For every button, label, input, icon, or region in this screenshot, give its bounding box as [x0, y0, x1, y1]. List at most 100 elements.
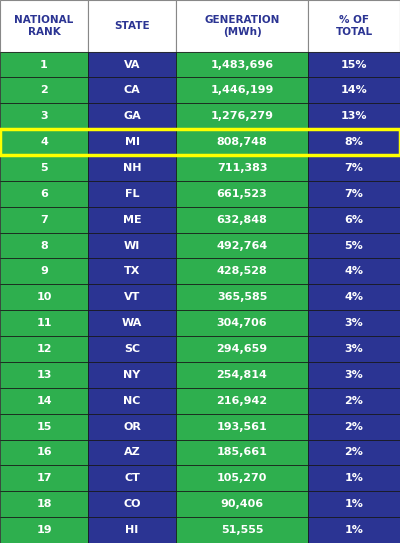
Text: 13: 13	[36, 370, 52, 380]
Bar	[0, 414, 88, 439]
Text: 13%: 13%	[341, 111, 367, 121]
Bar	[88, 439, 176, 465]
Bar	[88, 465, 176, 491]
Text: 2: 2	[40, 85, 48, 96]
Text: 632,848: 632,848	[216, 214, 268, 225]
Bar	[88, 388, 176, 414]
Bar	[88, 414, 176, 439]
Bar	[88, 78, 176, 103]
Bar	[0, 465, 88, 491]
Bar	[88, 258, 176, 285]
Text: ME: ME	[123, 214, 141, 225]
Text: 17: 17	[36, 473, 52, 483]
Text: 1: 1	[40, 60, 48, 70]
Bar	[176, 78, 308, 103]
Bar	[0, 336, 88, 362]
Bar	[0, 232, 88, 258]
Bar	[88, 0, 176, 52]
Text: 4: 4	[40, 137, 48, 147]
Bar	[0, 491, 88, 517]
Text: 6: 6	[40, 189, 48, 199]
Bar	[176, 310, 308, 336]
Bar	[88, 517, 176, 543]
Bar	[308, 181, 400, 207]
Text: WI: WI	[124, 241, 140, 250]
Bar	[0, 388, 88, 414]
Text: 18: 18	[36, 499, 52, 509]
Bar	[176, 52, 308, 78]
Text: 6%: 6%	[344, 214, 364, 225]
Text: TX: TX	[124, 267, 140, 276]
Text: AZ: AZ	[124, 447, 140, 457]
Bar	[0, 439, 88, 465]
Bar	[308, 439, 400, 465]
Text: 1%: 1%	[344, 525, 364, 535]
Bar	[176, 285, 308, 310]
Bar	[176, 232, 308, 258]
Bar	[308, 207, 400, 232]
Bar	[176, 258, 308, 285]
Bar	[308, 414, 400, 439]
Text: 2%: 2%	[344, 447, 364, 457]
Bar	[308, 129, 400, 155]
Text: 808,748: 808,748	[217, 137, 267, 147]
Text: NATIONAL
RANK: NATIONAL RANK	[14, 15, 74, 36]
Bar	[88, 491, 176, 517]
Text: 1%: 1%	[344, 473, 364, 483]
Text: 3%: 3%	[345, 318, 363, 328]
Bar	[0, 0, 88, 52]
Text: OR: OR	[123, 421, 141, 432]
Bar	[308, 155, 400, 181]
Text: VA: VA	[124, 60, 140, 70]
Text: 7: 7	[40, 214, 48, 225]
Bar	[308, 336, 400, 362]
Text: 90,406: 90,406	[220, 499, 264, 509]
Bar	[176, 517, 308, 543]
Text: 254,814: 254,814	[216, 370, 268, 380]
Bar	[308, 491, 400, 517]
Bar	[0, 129, 88, 155]
Text: NY: NY	[123, 370, 141, 380]
Text: 294,659: 294,659	[216, 344, 268, 354]
Text: 105,270: 105,270	[217, 473, 267, 483]
Bar	[88, 285, 176, 310]
Text: MI: MI	[124, 137, 140, 147]
Text: 12: 12	[36, 344, 52, 354]
Bar	[88, 103, 176, 129]
Bar	[308, 517, 400, 543]
Bar	[176, 103, 308, 129]
Bar	[176, 414, 308, 439]
Text: 5: 5	[40, 163, 48, 173]
Text: 51,555: 51,555	[221, 525, 263, 535]
Text: 10: 10	[36, 292, 52, 302]
Bar	[308, 52, 400, 78]
Text: 2%: 2%	[344, 396, 364, 406]
Text: 9: 9	[40, 267, 48, 276]
Bar	[88, 181, 176, 207]
Text: 365,585: 365,585	[217, 292, 267, 302]
Text: 492,764: 492,764	[216, 241, 268, 250]
Bar	[308, 388, 400, 414]
Bar	[0, 258, 88, 285]
Text: NH: NH	[123, 163, 141, 173]
Text: CT: CT	[124, 473, 140, 483]
Bar	[176, 439, 308, 465]
Bar	[0, 285, 88, 310]
Text: 428,528: 428,528	[217, 267, 267, 276]
Text: 14%: 14%	[341, 85, 367, 96]
Bar	[176, 388, 308, 414]
Text: NC: NC	[123, 396, 141, 406]
Text: 8: 8	[40, 241, 48, 250]
Bar	[88, 52, 176, 78]
Text: 14: 14	[36, 396, 52, 406]
Text: 5%: 5%	[345, 241, 363, 250]
Text: GA: GA	[123, 111, 141, 121]
Bar	[0, 103, 88, 129]
Text: % OF
TOTAL: % OF TOTAL	[336, 15, 372, 36]
Bar	[308, 285, 400, 310]
Text: 1%: 1%	[344, 499, 364, 509]
Text: 193,561: 193,561	[217, 421, 267, 432]
Bar	[308, 232, 400, 258]
Text: 1,446,199: 1,446,199	[210, 85, 274, 96]
Bar	[176, 491, 308, 517]
